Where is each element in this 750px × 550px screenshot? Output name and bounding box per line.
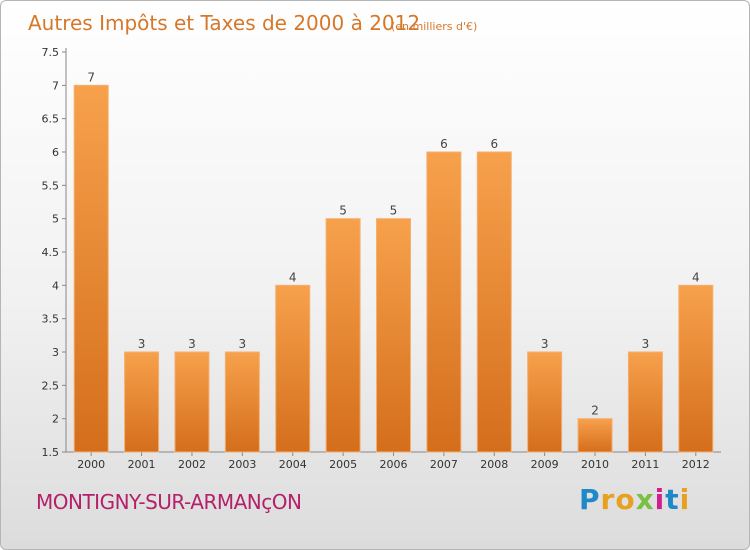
logo-letter: r — [600, 483, 616, 516]
commune-name: MONTIGNY-SUR-ARMANçON — [36, 490, 302, 514]
x-tick-label: 2010 — [581, 458, 609, 471]
y-tick-label: 2.5 — [42, 379, 60, 392]
bar — [124, 351, 160, 453]
bar — [527, 351, 563, 453]
x-tick-label: 2003 — [228, 458, 256, 471]
bar — [376, 218, 411, 453]
x-tick-label: 2001 — [128, 458, 156, 471]
bar-value-label: 3 — [642, 337, 650, 351]
x-tick-label: 2011 — [631, 458, 659, 471]
logo-letter: i — [679, 483, 691, 516]
y-tick-label: 7 — [52, 79, 59, 92]
y-tick-label: 3.5 — [42, 313, 60, 326]
y-tick-label: 6.5 — [42, 113, 60, 126]
bar-value-label: 2 — [591, 404, 599, 418]
y-tick-label: 4 — [52, 279, 59, 292]
bar-value-label: 3 — [541, 337, 549, 351]
axes: 1.5 2 2.5 3 3.5 4 4.5 5 5.5 6 6.5 7 7.5 2000 2001 2002 2… — [42, 46, 721, 471]
logo-letter: x — [635, 483, 655, 516]
bar-value-label: 6 — [490, 137, 498, 151]
x-tick-label: 2006 — [380, 458, 408, 471]
bar — [627, 351, 663, 453]
chart-subtitle: (en milliers d'€) — [391, 20, 477, 33]
y-tick-label: 7.5 — [42, 46, 60, 59]
bar — [224, 351, 260, 453]
bar — [577, 418, 613, 453]
bar — [476, 151, 512, 453]
y-tick-label: 2 — [52, 413, 59, 426]
bar-value-label: 7 — [87, 70, 95, 84]
y-tick-label: 6 — [52, 146, 59, 159]
proxiti-logo: Proxiti — [579, 483, 690, 516]
x-tick-label: 2012 — [682, 458, 710, 471]
x-tick-label: 2004 — [279, 458, 307, 471]
x-tick-label: 2008 — [480, 458, 508, 471]
bar-value-label: 5 — [339, 204, 347, 218]
bar-value-label: 3 — [138, 337, 146, 351]
y-tick-label: 3 — [52, 346, 59, 359]
y-tick-label: 5.5 — [42, 179, 60, 192]
bar — [174, 351, 210, 453]
logo-letter: o — [615, 483, 636, 516]
bar — [678, 284, 714, 453]
logo-letter: t — [665, 483, 680, 516]
bar-value-label: 3 — [188, 337, 196, 351]
x-tick-label: 2009 — [531, 458, 559, 471]
logo-letter: i — [654, 483, 666, 516]
bar-value-label: 4 — [692, 270, 700, 284]
bar — [426, 151, 462, 453]
chart-title: Autres Impôts et Taxes de 2000 à 2012 — [28, 11, 420, 35]
logo-letter: P — [579, 483, 601, 516]
bar-value-label: 3 — [239, 337, 247, 351]
y-tick-label: 5 — [52, 213, 59, 226]
x-tick-label: 2000 — [77, 458, 105, 471]
x-tick-label: 2005 — [329, 458, 357, 471]
bar-value-label: 5 — [390, 204, 398, 218]
y-tick-label: 1.5 — [42, 446, 60, 459]
bar-value-label: 6 — [440, 137, 448, 151]
bars: 7 3 3 3 4 5 5 6 6 3 2 3 4 — [73, 70, 714, 453]
bar — [325, 218, 361, 453]
x-tick-label: 2002 — [178, 458, 206, 471]
y-tick-label: 4.5 — [42, 246, 60, 259]
bar — [73, 84, 109, 453]
bar-value-label: 4 — [289, 270, 297, 284]
bar — [275, 284, 311, 453]
x-tick-label: 2007 — [430, 458, 458, 471]
